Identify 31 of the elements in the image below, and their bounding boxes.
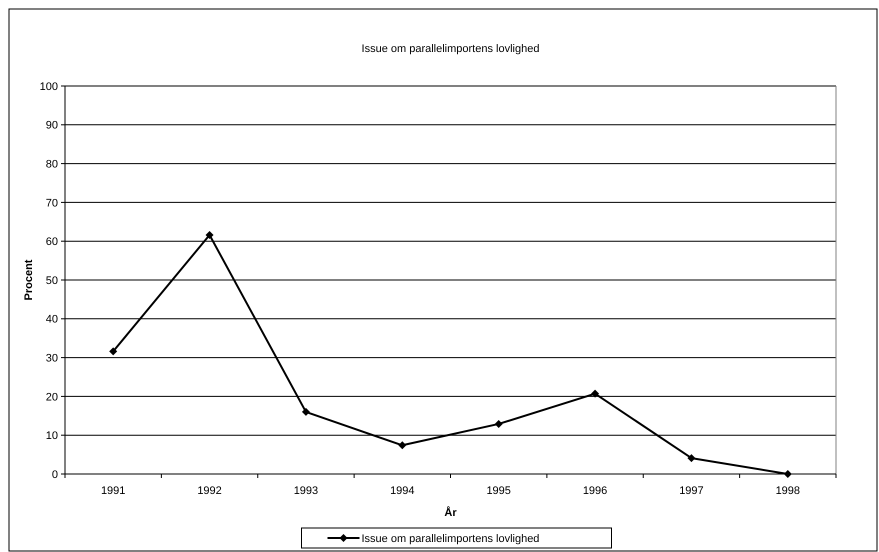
point: [784, 470, 792, 478]
x-tick-label: 1996: [582, 485, 608, 497]
y-tick-label: 40: [46, 314, 58, 326]
x-tick-label: 1994: [390, 485, 415, 497]
x-tick-label: 1995: [486, 485, 511, 497]
legend-label: Issue om parallelimportens lovlighed: [362, 532, 540, 545]
x-tick-label: 1998: [776, 485, 800, 497]
x-axis-title: År: [444, 506, 458, 519]
y-tick-label: 30: [46, 352, 58, 364]
y-tick-label: 10: [46, 430, 58, 442]
point: [206, 230, 214, 239]
y-axis-title: Procent: [23, 259, 35, 300]
y-tick-label: 20: [46, 391, 58, 404]
point: [398, 441, 406, 450]
x-tick-label: 1997: [679, 485, 704, 497]
y-tick-label: 90: [46, 120, 58, 132]
point: [687, 454, 696, 462]
y-tick-label: 50: [46, 274, 58, 287]
x-tick-label: 1993: [294, 485, 318, 497]
chart-title: Issue om parallelimportens lovlighed: [362, 43, 540, 55]
x-tick-label: 1991: [100, 485, 126, 497]
y-tick-label: 70: [46, 197, 58, 210]
y-tick-label: 0: [52, 468, 58, 481]
y-tick-label: 100: [40, 80, 58, 93]
y-tick-label: 80: [46, 158, 58, 170]
point: [591, 390, 600, 398]
y-tick-label: 60: [46, 236, 58, 248]
point: [494, 420, 503, 428]
point: [109, 347, 118, 356]
point: [302, 408, 310, 416]
x-tick-label: 1992: [197, 485, 222, 497]
